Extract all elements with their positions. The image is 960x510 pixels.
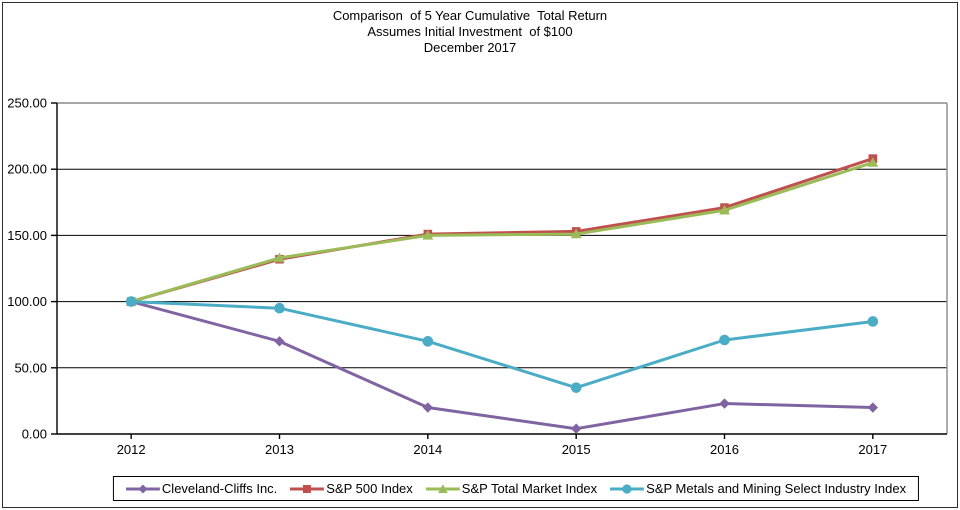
triangle-marker-icon — [570, 228, 582, 239]
legend-item: S&P Total Market Index — [425, 481, 598, 496]
legend-item-label: S&P Total Market Index — [461, 481, 598, 496]
legend-item: Cleveland-Cliffs Inc. — [125, 481, 278, 496]
diamond-marker-icon — [867, 402, 879, 413]
legend-item: S&P Metals and Mining Select Industry In… — [610, 481, 906, 496]
diamond-marker-icon — [125, 484, 160, 493]
x-axis-label: 2013 — [265, 442, 294, 457]
circle-marker-icon — [125, 296, 137, 307]
square-marker-icon — [290, 484, 325, 493]
legend-item-label: S&P Metals and Mining Select Industry In… — [646, 481, 907, 496]
series-line-2 — [129, 161, 875, 304]
x-axis-label: 2016 — [710, 442, 739, 457]
diamond-marker-icon — [719, 398, 730, 409]
legend-item: S&P 500 Index — [290, 481, 413, 496]
y-axis-label: 200.00 — [7, 162, 47, 177]
x-axis-label: 2012 — [117, 442, 146, 457]
triangle-marker-icon — [422, 230, 434, 240]
diamond-marker-icon — [274, 336, 285, 347]
chart-title-line2: Assumes Initial Investment of $100 — [367, 24, 573, 39]
chart-title-line1: Comparison of 5 Year Cumulative Total Re… — [332, 8, 608, 23]
series-line-0 — [129, 300, 875, 431]
circle-marker-icon — [867, 316, 879, 327]
circle-marker-icon — [610, 483, 645, 494]
circle-marker-icon — [422, 336, 434, 347]
triangle-marker-icon — [867, 157, 879, 167]
y-axis-label: 50.00 — [14, 360, 47, 375]
diamond-marker-icon — [570, 423, 582, 434]
y-axis-label: 250.00 — [7, 96, 47, 111]
y-axis-label: 0.00 — [22, 427, 47, 442]
series-line-3 — [129, 300, 875, 390]
circle-marker-icon — [274, 302, 285, 314]
legend-item-label: S&P 500 Index — [326, 481, 413, 496]
triangle-marker-icon — [425, 483, 460, 493]
x-axis-label: 2017 — [858, 442, 887, 457]
chart-title-line3: December 2017 — [423, 40, 517, 55]
x-axis-label: 2015 — [562, 442, 591, 457]
legend: Cleveland-Cliffs Inc. S&P 500 Index S&P To… — [112, 476, 920, 501]
y-axis-label: 100.00 — [7, 294, 47, 309]
circle-marker-icon — [719, 334, 730, 346]
triangle-marker-icon — [719, 204, 730, 215]
legend-item-label: Cleveland-Cliffs Inc. — [161, 481, 278, 496]
y-axis-label: 150.00 — [7, 228, 47, 243]
diamond-marker-icon — [422, 402, 434, 413]
triangle-marker-icon — [274, 252, 285, 263]
circle-marker-icon — [570, 382, 582, 393]
series-line-1 — [129, 157, 875, 304]
x-axis-label: 2014 — [413, 442, 442, 457]
chart-title: Comparison of 5 Year Cumulative Total Re… — [0, 8, 940, 56]
